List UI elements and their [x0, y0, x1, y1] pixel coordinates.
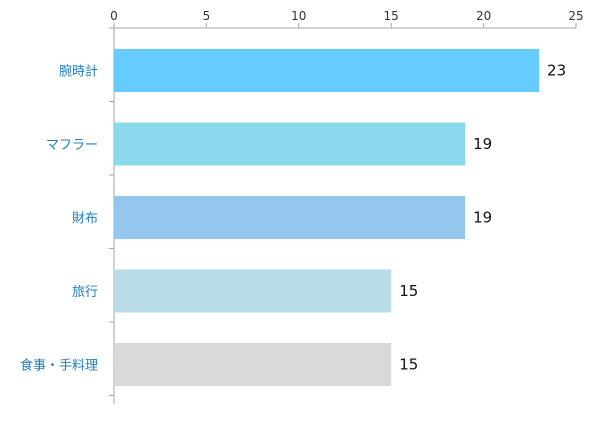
- x-tick-label: 20: [476, 9, 491, 23]
- data-label: 23: [547, 62, 566, 80]
- category-label: 腕時計: [59, 64, 98, 80]
- x-tick-label: 0: [110, 9, 118, 23]
- data-label: 15: [399, 356, 418, 374]
- bar: [114, 196, 466, 239]
- category-label: 財布: [72, 212, 98, 227]
- category-label: マフラー: [46, 138, 98, 153]
- x-tick-label: 10: [291, 9, 306, 23]
- bar: [114, 269, 392, 313]
- bar: [114, 49, 540, 92]
- category-label: 旅行: [72, 285, 98, 300]
- bar: [114, 343, 392, 386]
- bar: [114, 122, 466, 166]
- data-label: 15: [399, 282, 418, 300]
- x-tick-label: 5: [203, 9, 211, 23]
- data-label: 19: [473, 209, 492, 227]
- category-label: 食事・手料理: [20, 358, 98, 374]
- data-label: 19: [473, 135, 492, 153]
- x-tick-label: 25: [568, 9, 583, 23]
- x-tick-label: 15: [384, 9, 399, 23]
- bar-layer: [114, 49, 540, 386]
- label-layer: 腕時計 23 マフラー 19 財布 19 旅行 15 食事・手料理 15: [20, 62, 566, 374]
